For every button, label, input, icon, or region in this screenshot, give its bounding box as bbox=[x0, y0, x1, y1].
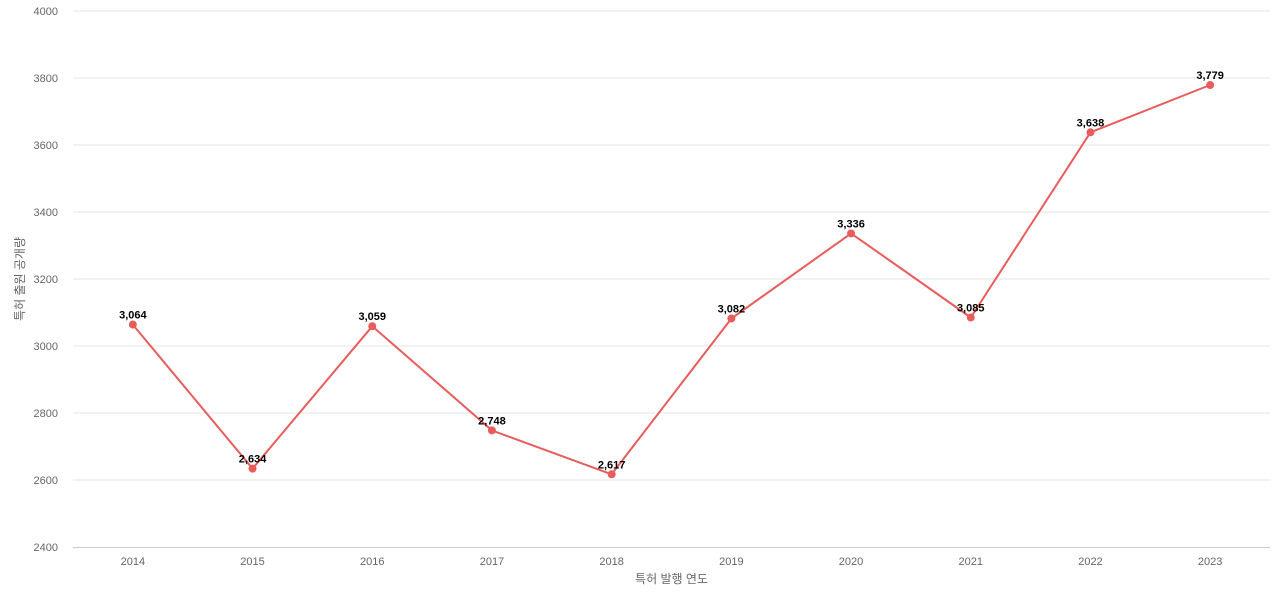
data-label: 3,336 bbox=[837, 218, 865, 230]
series-line bbox=[132, 84, 1211, 476]
data-point[interactable] bbox=[727, 314, 736, 323]
y-tick-label: 2400 bbox=[34, 542, 58, 554]
y-tick-label: 3400 bbox=[34, 207, 58, 219]
data-point[interactable] bbox=[607, 470, 616, 479]
data-label: 3,059 bbox=[358, 311, 386, 323]
y-axis-title: 특허 출원 공개량 bbox=[13, 237, 27, 321]
grid-lines bbox=[73, 10, 1270, 481]
y-tick-label: 4000 bbox=[34, 6, 58, 18]
y-tick-label: 3600 bbox=[34, 140, 58, 152]
data-label: 2,634 bbox=[239, 454, 267, 466]
x-tick-label: 2023 bbox=[1198, 556, 1222, 568]
x-tick-label: 2021 bbox=[959, 556, 983, 568]
x-tick-label: 2018 bbox=[599, 556, 623, 568]
data-label: 3,085 bbox=[957, 303, 985, 315]
data-label: 3,082 bbox=[718, 304, 746, 316]
x-axis-title: 특허 발행 연도 bbox=[635, 571, 708, 586]
y-tick-label: 2600 bbox=[34, 475, 58, 487]
data-label: 3,638 bbox=[1077, 117, 1105, 129]
x-tick-label: 2019 bbox=[719, 556, 743, 568]
data-point[interactable] bbox=[966, 313, 975, 322]
x-tick-label: 2016 bbox=[360, 556, 384, 568]
x-tick-label: 2015 bbox=[240, 556, 264, 568]
data-point[interactable] bbox=[248, 464, 257, 473]
x-tick-label: 2020 bbox=[839, 556, 863, 568]
data-label: 3,064 bbox=[119, 310, 147, 322]
data-point[interactable] bbox=[487, 426, 496, 435]
y-tick-label: 3200 bbox=[34, 274, 58, 286]
data-point[interactable] bbox=[847, 229, 856, 238]
y-tick-label: 3800 bbox=[34, 73, 58, 85]
data-point[interactable] bbox=[1086, 128, 1095, 137]
data-point[interactable] bbox=[1206, 81, 1215, 90]
x-tick-label: 2022 bbox=[1078, 556, 1102, 568]
data-label: 2,748 bbox=[478, 415, 506, 427]
data-label: 3,779 bbox=[1196, 70, 1224, 82]
data-point[interactable] bbox=[128, 320, 137, 329]
data-label: 2,617 bbox=[598, 459, 626, 471]
series-layer: 3,064 2,634 3,059 2,748 2,617 3,082 3,336 3,085… bbox=[119, 70, 1224, 479]
x-tick-label: 2014 bbox=[121, 556, 145, 568]
x-tick-label: 2017 bbox=[480, 556, 504, 568]
y-tick-label: 3000 bbox=[34, 341, 58, 353]
y-tick-label: 2800 bbox=[34, 408, 58, 420]
x-axis-ticks: 2014 2015 2016 2017 2018 2019 2020 2021 2022 2023 bbox=[121, 556, 1223, 568]
y-axis-ticks: 2400 2600 2800 3000 3200 3400 3600 3800 4000 bbox=[34, 6, 58, 554]
data-point[interactable] bbox=[368, 322, 377, 331]
